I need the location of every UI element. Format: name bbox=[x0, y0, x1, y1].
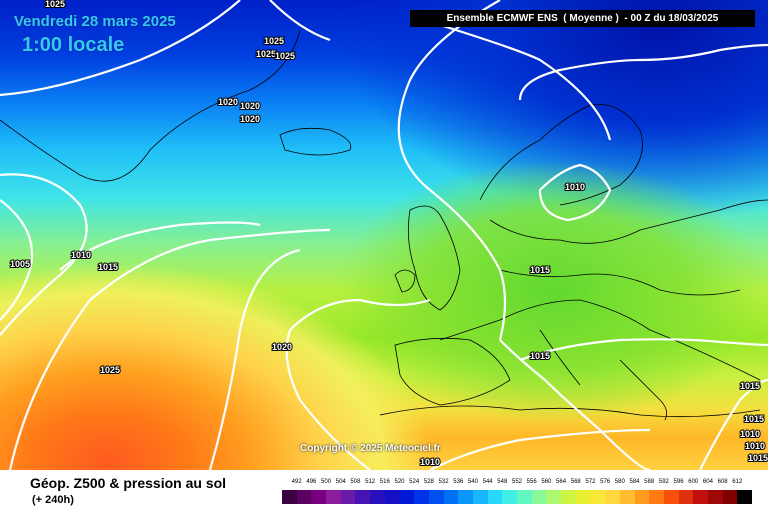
isobar-label: 1010 bbox=[745, 441, 765, 451]
scale-label: 536 bbox=[453, 479, 464, 485]
scale-label: 600 bbox=[688, 479, 699, 485]
forecast-date: Vendredi 28 mars 2025 bbox=[14, 13, 176, 30]
isobar-label: 1025 bbox=[275, 51, 295, 61]
isobar-label: 1015 bbox=[530, 265, 550, 275]
scale-swatch bbox=[678, 490, 694, 504]
forecast-lead-time: (+ 240h) bbox=[32, 494, 74, 506]
scale-swatch bbox=[458, 490, 473, 504]
weather-map: 1025 1025 1025 1025 1020 1020 1020 1010 … bbox=[0, 0, 768, 470]
scale-label: 532 bbox=[438, 479, 449, 485]
scale-swatch bbox=[546, 490, 562, 504]
scale-swatch bbox=[649, 490, 664, 504]
isobar-label: 1010 bbox=[740, 429, 760, 439]
isobars bbox=[0, 0, 768, 470]
isobar-label: 1015 bbox=[530, 351, 550, 361]
scale-label: 492 bbox=[291, 479, 302, 485]
scale-label: 608 bbox=[717, 479, 728, 485]
scale-label: 572 bbox=[585, 479, 596, 485]
coastlines bbox=[0, 29, 768, 421]
copyright-notice: Copyright © 2025 Meteociel.fr bbox=[300, 443, 441, 454]
scale-swatch bbox=[590, 490, 606, 504]
isobar-label: 1020 bbox=[218, 97, 238, 107]
scale-swatch bbox=[370, 490, 385, 504]
scale-swatch bbox=[619, 490, 635, 504]
scale-swatch bbox=[472, 490, 488, 504]
scale-swatch bbox=[693, 490, 708, 504]
scale-label: 524 bbox=[409, 479, 420, 485]
scale-swatch bbox=[605, 490, 620, 504]
isobar-labels: 1025 1025 1025 1025 1020 1020 1020 1010 … bbox=[9, 0, 768, 468]
isobar-label: 1020 bbox=[240, 114, 260, 124]
isobar-label: 1015 bbox=[744, 414, 764, 424]
scale-swatch bbox=[355, 490, 371, 504]
isobar-label: 1025 bbox=[256, 49, 276, 59]
scale-swatch bbox=[517, 490, 532, 504]
scale-swatch bbox=[707, 490, 723, 504]
isobar-label: 1005 bbox=[10, 259, 30, 269]
scale-swatch bbox=[443, 490, 459, 504]
scale-label: 504 bbox=[335, 479, 346, 485]
scale-label: 528 bbox=[423, 479, 434, 485]
scale-label: 588 bbox=[644, 479, 655, 485]
scale-swatch bbox=[326, 490, 341, 504]
scale-label: 496 bbox=[306, 479, 317, 485]
isobar-label: 1010 bbox=[71, 250, 91, 260]
scale-label: 508 bbox=[350, 479, 361, 485]
scale-swatch bbox=[575, 490, 591, 504]
scale-label: 568 bbox=[570, 479, 581, 485]
scale-swatch bbox=[282, 490, 297, 504]
scale-label: 592 bbox=[658, 479, 669, 485]
scale-label: 500 bbox=[321, 479, 332, 485]
product-title: Géop. Z500 & pression au sol bbox=[30, 475, 227, 491]
scale-label: 560 bbox=[541, 479, 552, 485]
isobar-label: 1025 bbox=[100, 365, 120, 375]
isobar-label: 1010 bbox=[565, 182, 585, 192]
scale-label: 584 bbox=[629, 479, 640, 485]
scale-label: 540 bbox=[467, 479, 478, 485]
scale-label: 552 bbox=[511, 479, 523, 485]
color-scale-bar bbox=[282, 490, 752, 504]
isobar-label: 1010 bbox=[420, 457, 440, 467]
model-run-header: Ensemble ECMWF ENS ( Moyenne ) - 00 Z du… bbox=[410, 10, 755, 27]
scale-label: 512 bbox=[365, 479, 376, 485]
scale-label: 596 bbox=[673, 479, 684, 485]
isobar-label: 1020 bbox=[272, 342, 292, 352]
scale-swatch bbox=[663, 490, 679, 504]
scale-label: 580 bbox=[614, 479, 625, 485]
scale-label: 544 bbox=[482, 479, 493, 485]
scale-swatch bbox=[414, 490, 429, 504]
scale-label: 516 bbox=[379, 479, 390, 485]
forecast-time: 1:00 locale bbox=[22, 34, 125, 56]
scale-swatch bbox=[487, 490, 503, 504]
scale-swatch bbox=[296, 490, 312, 504]
color-scale-labels: 492 496 500 504 508 512 516 520 524 528 532 536 540 5… bbox=[282, 479, 752, 489]
scale-label: 548 bbox=[497, 479, 508, 485]
map-canvas: 1025 1025 1025 1025 1020 1020 1020 1010 … bbox=[0, 0, 768, 470]
scale-label: 604 bbox=[702, 479, 713, 485]
scale-label: 576 bbox=[600, 479, 611, 485]
scale-swatch bbox=[428, 490, 444, 504]
scale-swatch bbox=[722, 490, 738, 504]
scale-swatch bbox=[737, 490, 752, 504]
scale-swatch bbox=[384, 490, 400, 504]
isobar-label: 1015 bbox=[98, 262, 118, 272]
scale-swatch bbox=[502, 490, 517, 504]
scale-swatch bbox=[561, 490, 576, 504]
scale-swatch bbox=[311, 490, 327, 504]
scale-swatch bbox=[634, 490, 650, 504]
isobar-label: 1025 bbox=[264, 36, 284, 46]
isobar-label: 1015 bbox=[740, 381, 760, 391]
isobar-label: 1020 bbox=[240, 101, 260, 111]
scale-label: 564 bbox=[556, 479, 567, 485]
scale-swatch bbox=[399, 490, 415, 504]
scale-label: 556 bbox=[526, 479, 537, 485]
isobar-label: 1025 bbox=[45, 0, 65, 9]
scale-label: 520 bbox=[394, 479, 405, 485]
isobar-label: 1015 bbox=[748, 453, 768, 463]
map-footer: Géop. Z500 & pression au sol (+ 240h) 49… bbox=[0, 470, 768, 512]
scale-swatch bbox=[531, 490, 547, 504]
scale-swatch bbox=[340, 490, 356, 504]
scale-label: 612 bbox=[732, 479, 743, 485]
